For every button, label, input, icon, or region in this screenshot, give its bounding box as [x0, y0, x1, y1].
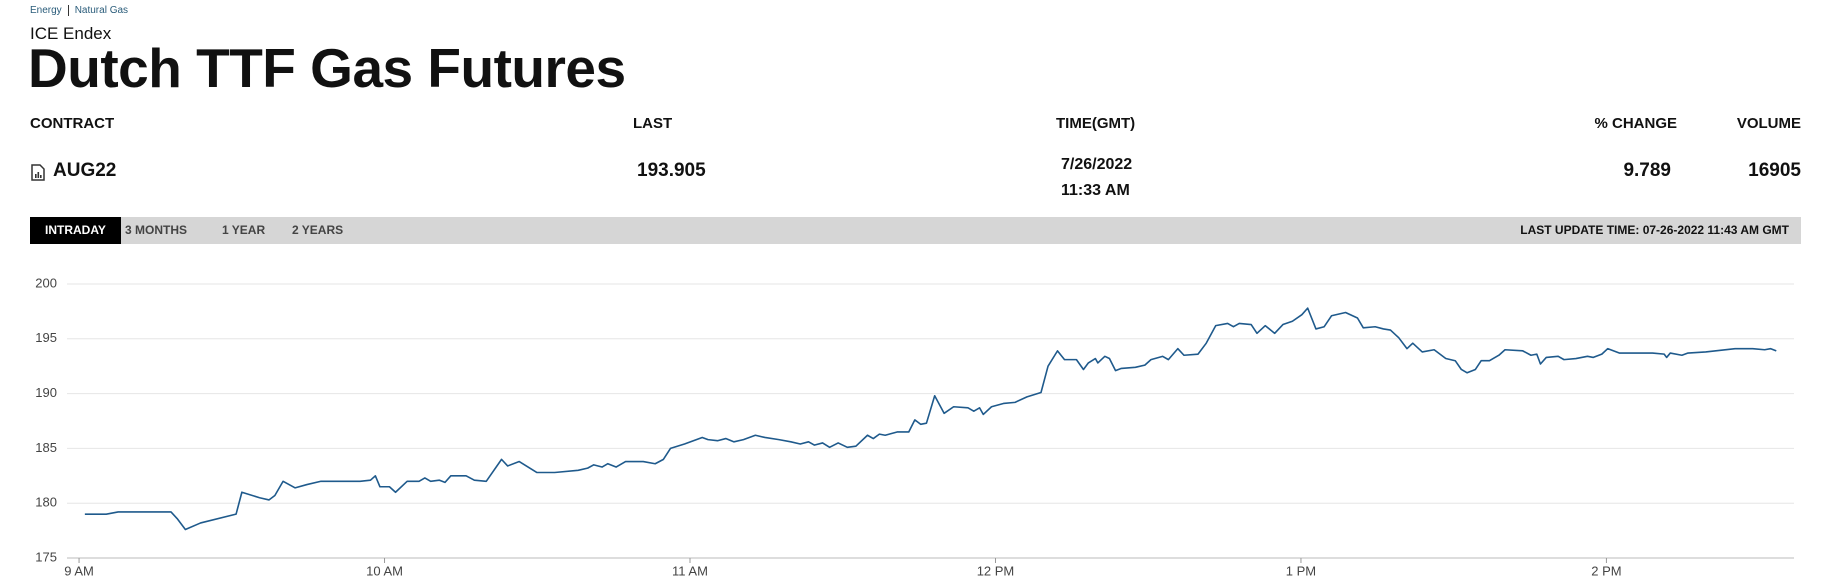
range-tab[interactable]: 1 YEAR	[222, 223, 266, 237]
x-tick-label: 9 AM	[64, 563, 94, 578]
trade-time: 11:33 AM	[1061, 182, 1130, 199]
column-header: TIME(GMT)	[1056, 115, 1136, 132]
y-tick-label: 175	[35, 549, 57, 564]
percent-change: 9.789	[1623, 160, 1671, 181]
y-tick-label: 195	[35, 330, 57, 345]
price-line	[84, 307, 1777, 531]
breadcrumb-link[interactable]: Natural Gas	[74, 5, 129, 16]
column-header: LAST	[633, 115, 673, 132]
x-tick-label: 2 PM	[1591, 563, 1621, 578]
contract-icon[interactable]	[31, 164, 45, 181]
y-tick-label: 185	[35, 440, 57, 455]
breadcrumb: Energy Natural Gas	[30, 5, 134, 16]
x-tick-label: 11 AM	[672, 563, 708, 578]
last-update: LAST UPDATE TIME: 07-26-2022 11:43 AM GM…	[1520, 223, 1789, 237]
breadcrumb-link[interactable]: Energy	[30, 5, 69, 16]
range-tab[interactable]: INTRADAY	[30, 217, 121, 244]
y-tick-label: 190	[35, 385, 57, 400]
x-tick-label: 10 AM	[366, 563, 403, 578]
range-tab[interactable]: 2 YEARS	[292, 223, 344, 237]
y-tick-label: 200	[35, 275, 57, 290]
x-tick-label: 1 PM	[1286, 563, 1316, 578]
column-header: VOLUME	[1736, 115, 1801, 132]
contract[interactable]: AUG22	[53, 160, 117, 181]
page-title: Dutch TTF Gas Futures	[28, 37, 626, 99]
column-header: % CHANGE	[1594, 115, 1677, 132]
volume: 16905	[1748, 160, 1801, 181]
tab-bar: LAST UPDATE TIME: 07-26-2022 11:43 AM GM…	[30, 217, 1801, 244]
y-tick-label: 180	[35, 495, 57, 510]
column-header: CONTRACT	[30, 115, 115, 132]
range-tab[interactable]: 3 MONTHS	[125, 223, 188, 237]
x-tick-label: 12 PM	[977, 563, 1015, 578]
trade-date: 7/26/2022	[1061, 156, 1133, 173]
exchange: ICE Endex	[30, 24, 112, 43]
last-price: 193.905	[637, 160, 706, 181]
